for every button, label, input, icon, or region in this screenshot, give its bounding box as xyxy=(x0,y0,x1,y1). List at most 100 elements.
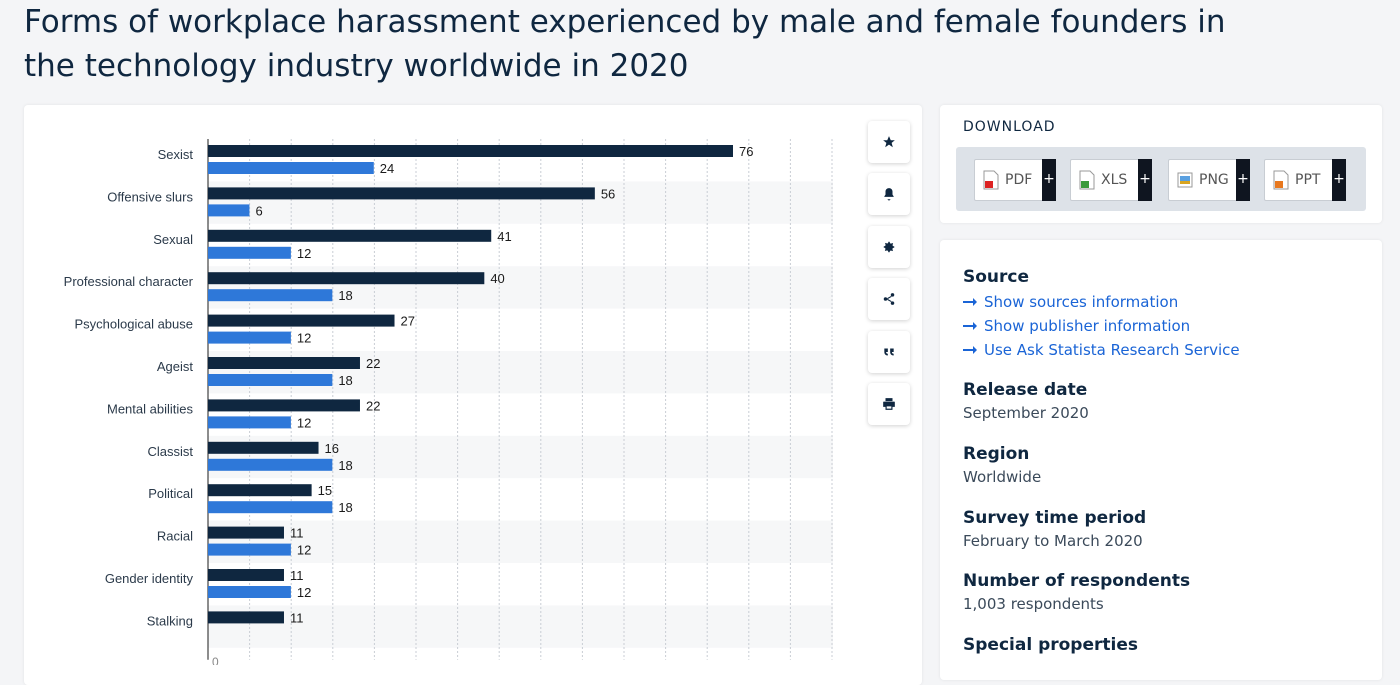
download-pdf-label: PDF xyxy=(1005,172,1033,188)
category-label: Political xyxy=(148,486,193,501)
show-publisher-link[interactable]: Show publisher information xyxy=(963,317,1240,335)
bar-series-2[interactable] xyxy=(208,246,291,259)
bar-series-2[interactable] xyxy=(208,204,250,217)
category-label: Classist xyxy=(147,444,193,459)
respondents-value: 1,003 respondents xyxy=(963,595,1104,613)
bar-series-1[interactable] xyxy=(208,187,595,200)
plus-icon: + xyxy=(1332,159,1346,201)
bar-series-1[interactable] xyxy=(208,399,360,412)
bar-chart: Sexist 76 24 Offensive slurs 56 6 Sexual 41 12 Pr… xyxy=(64,139,833,665)
bar-series-2[interactable] xyxy=(208,543,291,556)
bell-icon xyxy=(884,188,894,201)
star-icon xyxy=(883,136,895,148)
data-label: 11 xyxy=(290,568,304,583)
region-label: Region xyxy=(963,444,1030,464)
gear-icon xyxy=(883,241,895,253)
show-publisher-text: Show publisher information xyxy=(984,317,1191,335)
ppt-file-icon xyxy=(1273,170,1289,190)
data-label: 40 xyxy=(490,271,504,286)
survey-section: Survey time period February to March 202… xyxy=(963,508,1146,550)
bar-series-1[interactable] xyxy=(208,314,395,327)
print-icon xyxy=(883,398,895,410)
data-label: 16 xyxy=(325,441,339,456)
favorite-button[interactable] xyxy=(868,121,910,163)
download-png-button[interactable]: PNG + xyxy=(1168,159,1250,201)
download-xls-button[interactable]: XLS + xyxy=(1070,159,1152,201)
special-section: Special properties xyxy=(963,635,1138,655)
notification-button[interactable] xyxy=(868,173,910,215)
data-label: 22 xyxy=(366,398,380,413)
data-label: 18 xyxy=(338,500,352,515)
share-icon xyxy=(883,293,895,305)
info-panel: Source Show sources information Show pub… xyxy=(940,240,1382,680)
survey-label: Survey time period xyxy=(963,508,1147,528)
data-label: 11 xyxy=(290,526,304,541)
data-label: 24 xyxy=(380,161,394,176)
category-label: Professional character xyxy=(64,274,194,289)
survey-value: February to March 2020 xyxy=(963,532,1143,550)
xls-file-icon xyxy=(1079,170,1095,190)
bar-series-2[interactable] xyxy=(208,501,333,514)
download-ppt-button[interactable]: PPT + xyxy=(1264,159,1346,201)
category-label: Offensive slurs xyxy=(107,189,193,204)
bar-series-1[interactable] xyxy=(208,357,360,369)
bar-series-2[interactable] xyxy=(208,289,333,302)
bar-series-1[interactable] xyxy=(208,441,319,454)
show-sources-text: Show sources information xyxy=(984,293,1179,311)
category-label: Sexist xyxy=(158,147,194,162)
show-sources-link[interactable]: Show sources information xyxy=(963,293,1240,311)
cite-button[interactable] xyxy=(868,331,910,373)
bar-series-1[interactable] xyxy=(208,569,284,581)
share-button[interactable] xyxy=(868,278,910,320)
bar-series-1[interactable] xyxy=(208,484,312,497)
data-label: 18 xyxy=(338,288,352,303)
download-bar: PDF + XLS + PNG + PPT + xyxy=(956,147,1366,211)
region-section: Region Worldwide xyxy=(963,444,1041,486)
bar-series-1[interactable] xyxy=(208,611,284,624)
source-label: Source xyxy=(963,267,1030,287)
plus-icon: + xyxy=(1236,159,1250,201)
settings-button[interactable] xyxy=(868,226,910,268)
bar-series-1[interactable] xyxy=(208,229,492,242)
chart-card: Sexist 76 24 Offensive slurs 56 6 Sexual 41 12 Pr… xyxy=(24,105,922,685)
download-pdf-button[interactable]: PDF + xyxy=(974,159,1056,201)
row-band xyxy=(208,520,833,563)
release-label: Release date xyxy=(963,380,1088,400)
plus-icon: + xyxy=(1042,159,1056,201)
data-label: 41 xyxy=(497,229,511,244)
arrow-right-icon xyxy=(963,346,977,354)
data-label: 18 xyxy=(338,458,352,473)
bar-series-1[interactable] xyxy=(208,526,284,539)
data-label: 22 xyxy=(366,356,380,371)
category-label: Racial xyxy=(157,529,193,544)
bar-series-2[interactable] xyxy=(208,331,291,344)
data-label: 56 xyxy=(601,186,615,201)
plus-icon: + xyxy=(1138,159,1152,201)
respondents-label: Number of respondents xyxy=(963,571,1191,591)
bar-series-2[interactable] xyxy=(208,458,333,471)
release-section: Release date September 2020 xyxy=(963,380,1089,422)
bar-series-2[interactable] xyxy=(208,586,291,598)
bar-series-2[interactable] xyxy=(208,374,333,386)
region-value: Worldwide xyxy=(963,468,1042,486)
data-label: 12 xyxy=(297,585,311,600)
respondents-section: Number of respondents 1,003 respondents xyxy=(963,571,1190,613)
row-band xyxy=(208,605,833,648)
bar-series-2[interactable] xyxy=(208,162,374,174)
data-label: 27 xyxy=(401,314,415,329)
data-label: 11 xyxy=(290,610,304,625)
download-xls-label: XLS xyxy=(1101,172,1128,188)
category-label: Sexual xyxy=(153,232,193,247)
category-label: Psychological abuse xyxy=(74,317,193,332)
data-label: 6 xyxy=(255,203,262,218)
bar-series-2[interactable] xyxy=(208,416,291,429)
category-label: Mental abilities xyxy=(107,401,193,416)
bar-series-1[interactable] xyxy=(208,145,733,157)
ask-statista-link[interactable]: Use Ask Statista Research Service xyxy=(963,341,1240,359)
arrow-right-icon xyxy=(963,298,977,306)
ask-statista-text: Use Ask Statista Research Service xyxy=(984,341,1240,359)
bar-series-1[interactable] xyxy=(208,272,485,285)
download-ppt-label: PPT xyxy=(1295,172,1321,188)
pdf-file-icon xyxy=(983,170,999,190)
print-button[interactable] xyxy=(868,383,910,425)
